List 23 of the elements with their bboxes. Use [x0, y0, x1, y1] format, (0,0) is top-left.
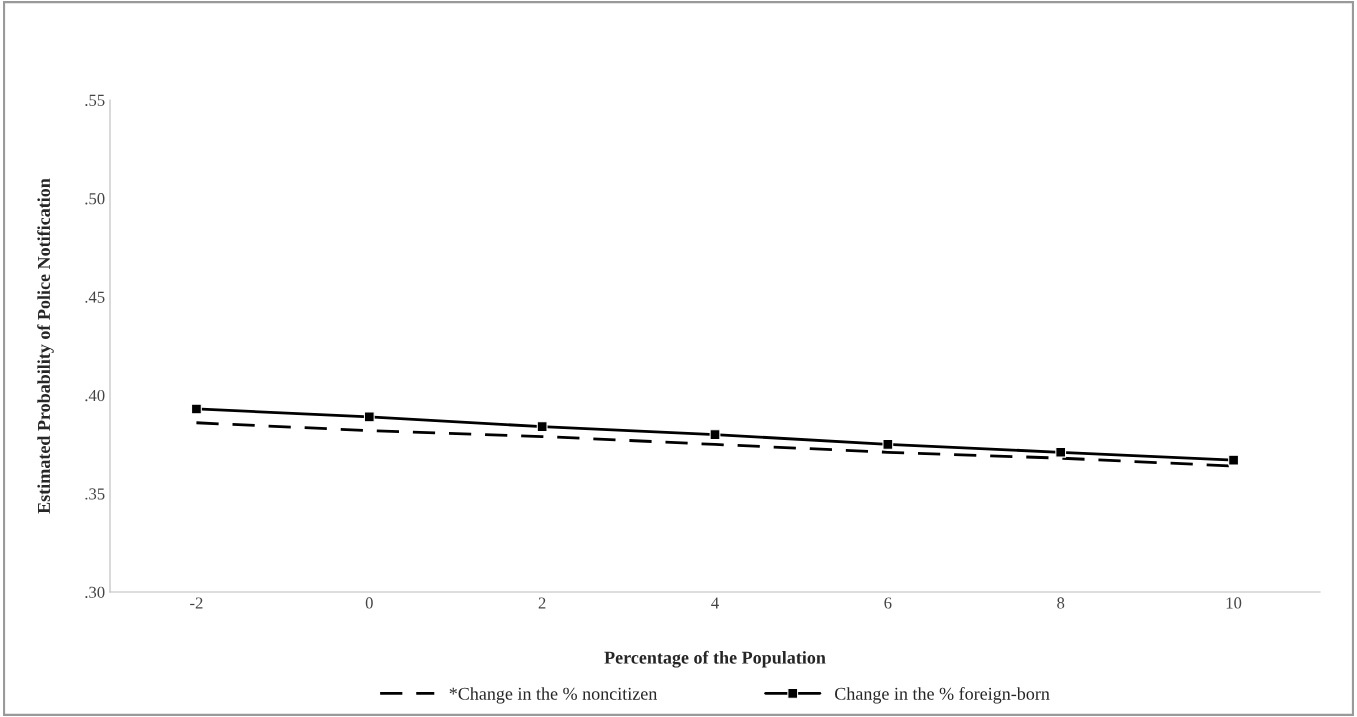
- point: [882, 439, 894, 450]
- x-tick-label: 8: [1057, 597, 1065, 609]
- x-tick-label: -2: [190, 597, 203, 609]
- x-tick-label: 6: [884, 597, 892, 609]
- point: [709, 429, 721, 440]
- y-tick-label: .45: [85, 291, 105, 303]
- point: [191, 403, 202, 415]
- x-tick-label: 2: [538, 597, 546, 609]
- y-tick-label: .30: [85, 586, 105, 599]
- x-axis-title: Percentage of the Population: [604, 650, 826, 668]
- x-tick-label: 4: [711, 597, 719, 609]
- y-tick-label: .55: [85, 94, 105, 107]
- y-axis-title: Estimated Probability of Police Notification: [37, 178, 54, 514]
- y-tick-label: .50: [85, 193, 105, 205]
- legend-label: Change in the % foreign-born: [835, 686, 1050, 704]
- legend-label: *Change in the % noncitizen: [449, 687, 658, 704]
- point: [1055, 446, 1067, 458]
- point: [1228, 454, 1239, 466]
- y-tick-label: .40: [85, 389, 105, 402]
- point: [363, 411, 375, 423]
- x-tick-label: 0: [365, 597, 373, 609]
- y-tick-label: .35: [85, 488, 105, 500]
- x-tick-label: 10: [1226, 597, 1242, 609]
